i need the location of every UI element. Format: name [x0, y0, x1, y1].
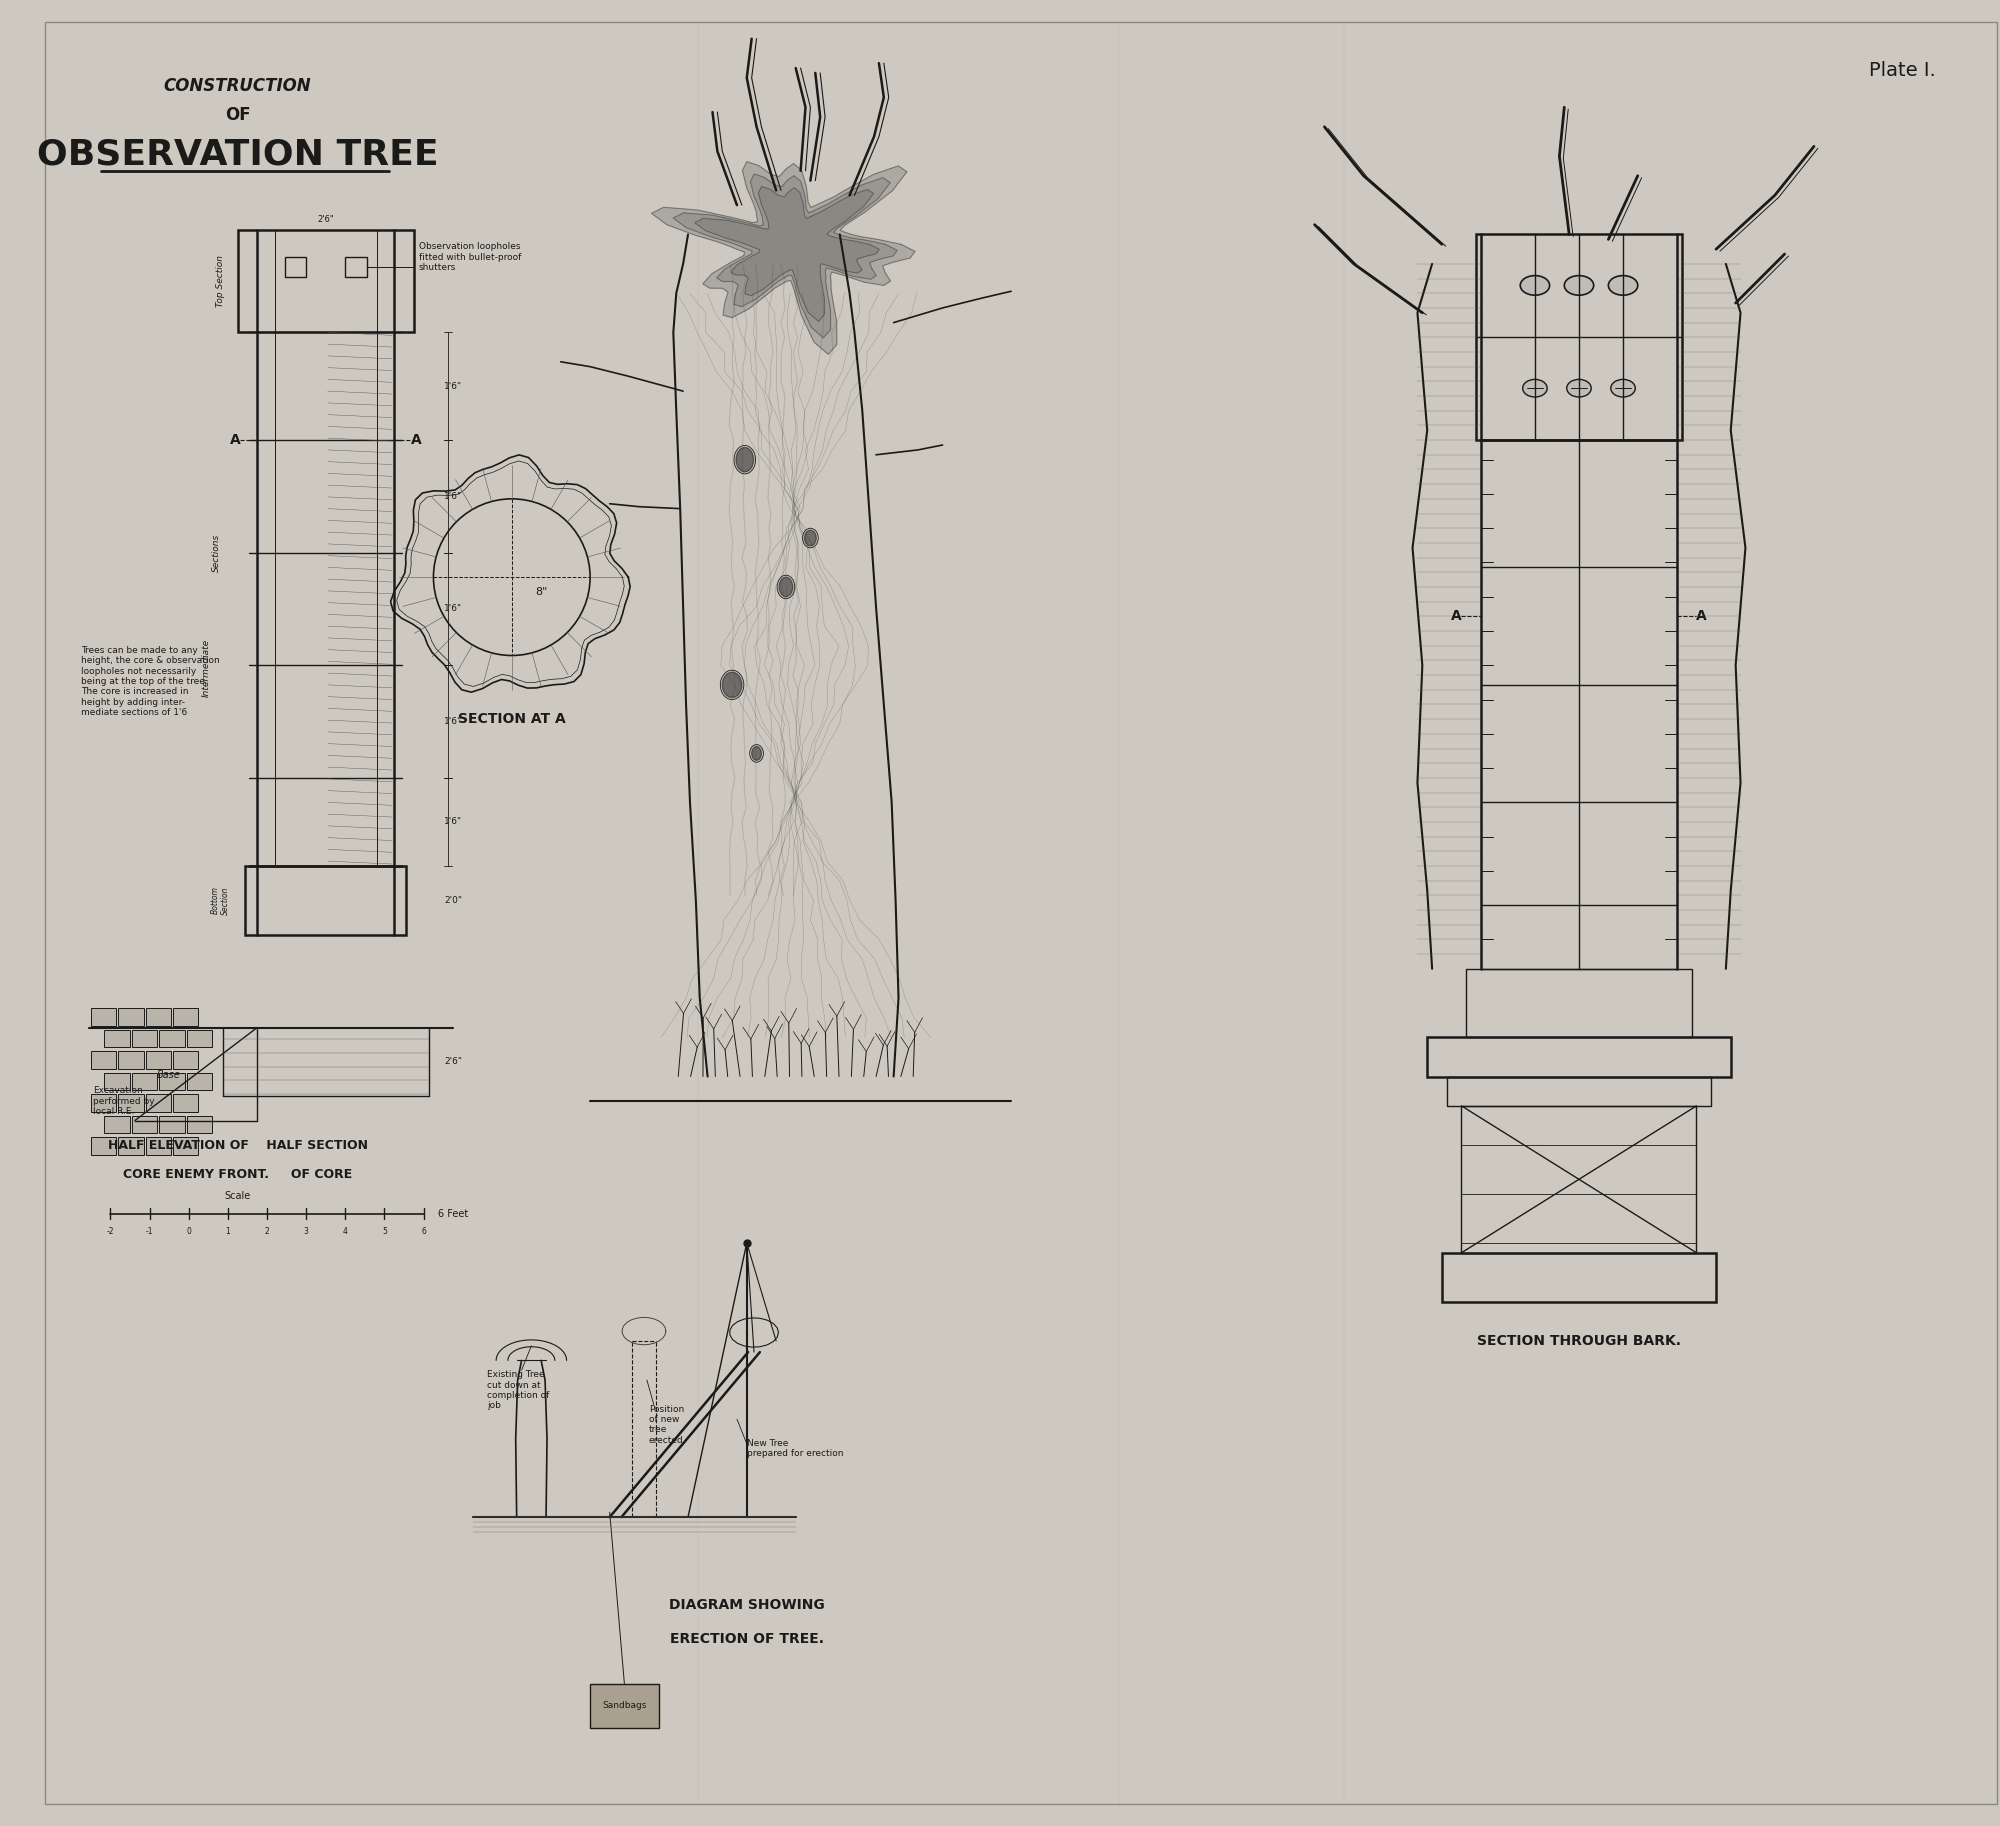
Bar	[90, 1008, 116, 1026]
Ellipse shape	[1608, 276, 1638, 296]
Text: Base: Base	[158, 1070, 182, 1079]
Text: CORE ENEMY FRONT.     OF CORE: CORE ENEMY FRONT. OF CORE	[124, 1169, 352, 1181]
Bar	[146, 1094, 172, 1112]
Bar	[346, 257, 366, 276]
Bar	[186, 1030, 212, 1046]
Text: ERECTION OF TREE.: ERECTION OF TREE.	[670, 1632, 824, 1647]
Ellipse shape	[804, 530, 816, 546]
Text: 1'6": 1'6"	[444, 718, 462, 727]
Bar	[160, 1030, 184, 1046]
Text: Position
of new
tree
erected: Position of new tree erected	[648, 1404, 684, 1444]
Text: Excavation
performed by
local R.E.: Excavation performed by local R.E.	[92, 1086, 154, 1116]
Bar	[104, 1030, 130, 1046]
Bar	[186, 1116, 212, 1134]
Text: 1'6": 1'6"	[444, 382, 462, 391]
Text: Existing Tree
cut down at
completion of
job: Existing Tree cut down at completion of …	[488, 1370, 550, 1410]
Bar	[90, 1052, 116, 1068]
Text: 1'6": 1'6"	[444, 491, 462, 500]
Text: 0: 0	[186, 1227, 192, 1236]
Text: SECTION THROUGH BARK.: SECTION THROUGH BARK.	[1476, 1333, 1680, 1348]
Bar	[118, 1138, 144, 1154]
Bar	[174, 1094, 198, 1112]
Text: 2: 2	[264, 1227, 270, 1236]
Ellipse shape	[752, 747, 762, 760]
Bar	[90, 1138, 116, 1154]
Ellipse shape	[1610, 380, 1636, 396]
Bar	[1466, 970, 1692, 1037]
Text: 1'6": 1'6"	[444, 604, 462, 614]
Bar	[118, 1008, 144, 1026]
Bar	[590, 1684, 658, 1727]
Text: HALF ELEVATION OF    HALF SECTION: HALF ELEVATION OF HALF SECTION	[108, 1139, 368, 1152]
Bar	[1442, 1253, 1716, 1302]
Bar	[132, 1030, 158, 1046]
Polygon shape	[694, 186, 880, 321]
Text: A: A	[1452, 610, 1462, 623]
Bar	[1428, 1037, 1730, 1077]
Text: 2'6": 2'6"	[318, 215, 334, 225]
Text: CONSTRUCTION: CONSTRUCTION	[164, 77, 312, 95]
Text: -1: -1	[146, 1227, 154, 1236]
Text: 1: 1	[226, 1227, 230, 1236]
Ellipse shape	[1520, 276, 1550, 296]
Text: OBSERVATION TREE: OBSERVATION TREE	[36, 137, 438, 172]
Bar	[1462, 1107, 1696, 1253]
Text: A: A	[230, 433, 242, 447]
Text: Intermediate: Intermediate	[202, 639, 210, 698]
Bar	[186, 1072, 212, 1090]
Text: 2'6": 2'6"	[444, 1057, 462, 1066]
Bar	[118, 1052, 144, 1068]
Text: Observation loopholes
fitted with bullet-proof
shutters: Observation loopholes fitted with bullet…	[418, 243, 522, 272]
Ellipse shape	[780, 577, 792, 597]
Text: Top Section: Top Section	[216, 256, 224, 307]
Text: 6 Feet: 6 Feet	[438, 1209, 468, 1218]
Ellipse shape	[736, 447, 754, 471]
Bar	[146, 1008, 172, 1026]
Bar	[1476, 234, 1682, 440]
Text: Sections: Sections	[212, 533, 220, 572]
Bar	[174, 1052, 198, 1068]
Bar	[90, 1094, 116, 1112]
Text: SECTION AT A: SECTION AT A	[458, 712, 566, 727]
Bar	[146, 1138, 172, 1154]
Text: 2'0": 2'0"	[444, 897, 462, 904]
Bar	[118, 1094, 144, 1112]
Bar	[174, 1008, 198, 1026]
Polygon shape	[652, 163, 916, 354]
Text: DIAGRAM SHOWING: DIAGRAM SHOWING	[668, 1598, 824, 1612]
Text: Plate I.: Plate I.	[1868, 60, 1936, 80]
Ellipse shape	[1566, 380, 1592, 396]
Bar	[1446, 1077, 1712, 1107]
Bar	[104, 1116, 130, 1134]
Text: 4: 4	[342, 1227, 348, 1236]
Text: Scale: Scale	[224, 1191, 250, 1202]
Bar	[104, 1072, 130, 1090]
Bar	[160, 1116, 184, 1134]
Text: 1'6": 1'6"	[444, 818, 462, 827]
Text: Trees can be made to any
height, the core & observation
loopholes not necessaril: Trees can be made to any height, the cor…	[80, 646, 220, 718]
Bar	[238, 230, 414, 332]
Text: A: A	[1696, 610, 1706, 623]
Text: OF: OF	[224, 106, 250, 124]
Text: Bottom
Section: Bottom Section	[210, 886, 230, 915]
Text: New Tree
prepared for erection: New Tree prepared for erection	[746, 1439, 844, 1459]
Text: 5: 5	[382, 1227, 386, 1236]
Polygon shape	[674, 173, 898, 338]
Ellipse shape	[1564, 276, 1594, 296]
Bar	[146, 1052, 172, 1068]
Bar	[246, 866, 406, 935]
Ellipse shape	[722, 672, 742, 698]
Bar	[160, 1072, 184, 1090]
Text: Sandbags: Sandbags	[602, 1700, 646, 1709]
Text: 3: 3	[304, 1227, 308, 1236]
Text: 8": 8"	[534, 586, 548, 597]
Ellipse shape	[1522, 380, 1548, 396]
Bar	[132, 1072, 158, 1090]
Bar	[284, 257, 306, 276]
Text: A: A	[410, 433, 422, 447]
Text: -2: -2	[106, 1227, 114, 1236]
Bar	[174, 1138, 198, 1154]
Text: 6: 6	[422, 1227, 426, 1236]
Bar	[132, 1116, 158, 1134]
